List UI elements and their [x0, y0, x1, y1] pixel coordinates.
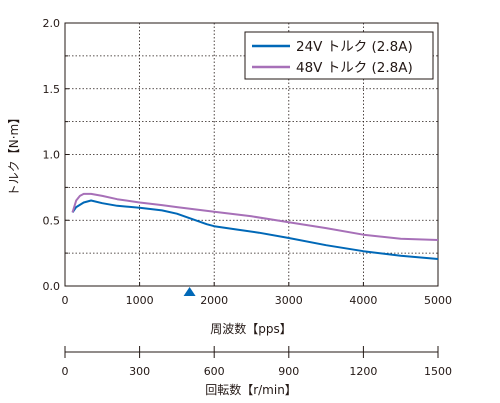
legend-box	[244, 31, 434, 80]
y-axis-label: トルク【N·m】	[7, 112, 21, 196]
y-tick-label: 2.0	[43, 17, 61, 30]
x-tick-label: 5000	[424, 294, 452, 307]
y-tick-label: 1.0	[43, 149, 61, 162]
x-tick-label: 1000	[126, 294, 154, 307]
y-tick-label: 0.5	[43, 214, 61, 227]
series-line-48v	[71, 192, 439, 241]
rated-speed-marker	[183, 287, 196, 296]
series-lines	[71, 192, 439, 260]
secondary-axis-label: 回転数【r/min】	[205, 382, 297, 397]
series-line-24v	[71, 199, 439, 260]
secondary-tick-label: 1500	[424, 365, 452, 378]
secondary-tick-label: 0	[62, 365, 69, 378]
x-axis-label: 周波数【pps】	[210, 321, 292, 336]
y-tick-label: 1.5	[43, 83, 61, 96]
x-tick-label: 0	[62, 294, 69, 307]
x-tick-label: 2000	[200, 294, 228, 307]
y-tick-label: 0.0	[43, 280, 61, 293]
secondary-tick-label: 300	[129, 365, 150, 378]
secondary-tick-label: 600	[204, 365, 225, 378]
y-axis-ticks: 0.0 0.5 1.0 1.5 2.0	[43, 17, 69, 293]
legend: 24V トルク (2.8A) 48V トルク (2.8A)	[244, 31, 434, 80]
x-tick-label: 4000	[349, 294, 377, 307]
secondary-tick-label: 900	[278, 365, 299, 378]
legend-label-24v: 24V トルク (2.8A)	[296, 39, 413, 55]
x-tick-label: 3000	[275, 294, 303, 307]
secondary-axis: 0 300 600 900 1200 1500	[62, 346, 452, 378]
x-axis-ticks: 0 1000 2000 3000 4000 5000	[62, 282, 452, 307]
secondary-tick-label: 1200	[349, 365, 377, 378]
legend-label-48v: 48V トルク (2.8A)	[296, 60, 413, 76]
